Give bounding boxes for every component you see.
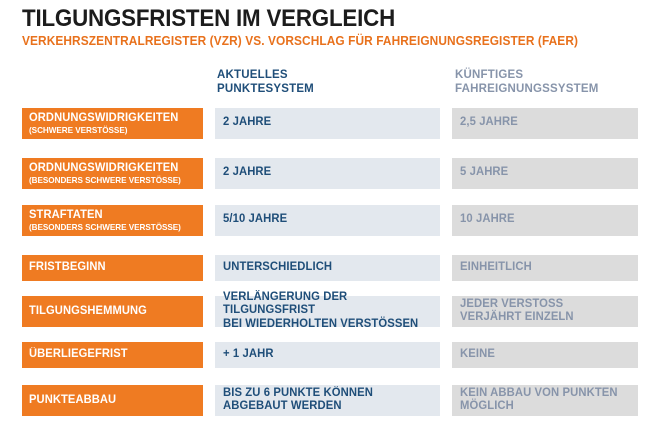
table-row: Ordnungswidrigkeiten(Schwere Verstöße) 2 … [0,108,660,139]
row-current-system-value: 5/10 Jahre [223,213,288,226]
row-future-system-cell: Kein Abbau von Punkten möglich [452,385,638,416]
page-subtitle: Verkehrszentralregister (VZR) vs. Vorsch… [22,34,579,48]
row-label-text: Fristbeginn [29,261,106,273]
table-row: Tilgungshemmung Verlängerung der Tilgungs… [0,291,660,330]
row-future-system-cell: Jeder Verstoß verjährt einzeln [452,296,638,327]
row-label-text: Überliegefrist [29,348,128,360]
row-future-system-value: Jeder Verstoß verjährt einzeln [460,297,574,324]
row-future-system-value: Einheitlich [460,260,532,273]
row-future-system-cell: 10 Jahre [452,205,638,236]
row-current-system-value: Bis zu 6 Punkte können abgebaut werden [223,386,373,413]
row-label-cell: Straftaten(Besonders schwere Verstöße) [22,205,203,236]
row-label-text: Ordnungswidrigkeiten [29,161,179,174]
row-label-cell: Ordnungswidrigkeiten (Besonders schwere V… [22,158,203,189]
row-current-system-cell: Verlängerung der Tilgungsfrist bei wiede… [215,291,440,330]
row-current-system-cell: 2 Jahre [215,158,440,189]
row-current-system-cell: 5/10 Jahre [215,205,440,236]
row-current-system-cell: Unterschiedlich [215,255,440,281]
row-future-system-value: Kein Abbau von Punkten möglich [460,386,618,413]
table-row: Überliegefrist + 1 Jahr Keine [0,342,660,368]
column-headers: Aktuelles Punktesystem Künftiges Fahreig… [0,68,660,104]
row-current-system-value: Verlängerung der Tilgungsfrist bei wiede… [223,290,419,330]
row-label-cell: Fristbeginn [22,255,203,281]
row-future-system-value: 2,5 Jahre [460,116,518,129]
column-header-current-system: Aktuelles Punktesystem [217,69,314,95]
table-row: Punkteabbau Bis zu 6 Punkte können abgeba… [0,385,660,416]
row-future-system-cell: 2,5 Jahre [452,108,638,139]
row-current-system-value: 2 Jahre [223,166,272,179]
row-sublabel-text: (Schwere Verstöße) [29,124,128,135]
row-label-text: Punkteabbau [29,393,117,406]
row-future-system-value: 5 Jahre [460,166,509,179]
row-current-system-value: 2 Jahre [223,116,272,129]
row-current-system-cell: + 1 Jahr [215,342,440,368]
row-future-system-cell: Keine [452,342,638,368]
header: Tilgungsfristen im Vergleich Verkehrszen… [22,6,642,49]
table-row: Ordnungswidrigkeiten (Besonders schwere V… [0,158,660,189]
row-current-system-value: + 1 Jahr [223,347,274,360]
column-header-future-system: Künftiges Fahreignungssystem [455,69,599,95]
row-future-system-value: Keine [460,347,495,360]
row-label-text: Straftaten [29,208,103,221]
row-current-system-cell: 2 Jahre [215,108,440,139]
row-current-system-value: Unterschiedlich [223,260,333,273]
row-future-system-cell: 5 Jahre [452,158,638,189]
row-label-cell: Überliegefrist [22,342,203,368]
page-title: Tilgungsfristen im Vergleich [22,5,396,32]
table-row: Fristbeginn Unterschiedlich Einheitlich [0,255,660,281]
row-label-cell: Tilgungshemmung [22,296,203,327]
table-row: Straftaten(Besonders schwere Verstöße) 5/… [0,205,660,236]
row-label-text: Ordnungswidrigkeiten [29,111,179,124]
row-label-cell: Ordnungswidrigkeiten(Schwere Verstöße) [22,108,203,139]
row-current-system-cell: Bis zu 6 Punkte können abgebaut werden [215,385,440,416]
row-label-text: Tilgungshemmung [29,304,147,317]
row-sublabel-text: (Besonders schwere Verstöße) [29,221,181,232]
row-future-system-cell: Einheitlich [452,255,638,281]
table-rows: Ordnungswidrigkeiten(Schwere Verstöße)2 … [0,108,660,432]
row-future-system-value: 10 Jahre [460,213,515,226]
row-label-cell: Punkteabbau [22,385,203,416]
row-sublabel-text: (Besonders schwere Verstöße) [29,174,181,185]
